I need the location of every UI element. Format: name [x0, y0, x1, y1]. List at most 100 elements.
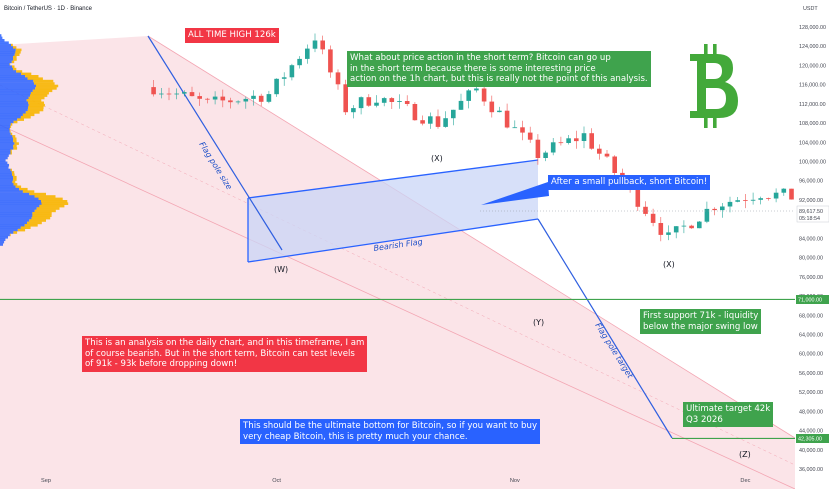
volume-bar-blue: [0, 34, 2, 37]
current-price-value: 89,617.50: [799, 209, 823, 215]
candle-body: [381, 98, 387, 103]
volume-bar-blue: [0, 192, 30, 196]
volume-bar-blue: [0, 41, 9, 44]
time-axis[interactable]: SepOctNovDec2026FebMarAprMay: [41, 478, 829, 484]
volume-bar-yellow: [20, 226, 31, 229]
candle-body: [643, 206, 648, 214]
ultimate-target-line-1: Ultimate target 42k: [686, 404, 771, 414]
volume-bar-yellow: [26, 99, 42, 102]
pullback-arrow: [481, 182, 549, 205]
candle-body: [543, 152, 548, 158]
price-axis[interactable]: 128,000.00 124,000.00 120,000.00 116,000.00…: [799, 25, 826, 473]
candle-body: [404, 101, 410, 104]
candle-body: [289, 65, 295, 78]
volume-bar-blue: [0, 77, 28, 80]
candle-body: [343, 84, 348, 113]
volume-bar-blue: [0, 212, 33, 215]
volume-bar-yellow: [41, 202, 69, 205]
volume-bar-blue: [0, 118, 18, 121]
y-tick-label: 44,000.00: [799, 429, 823, 435]
wave-label-x2: (X): [663, 260, 675, 269]
candle-body: [443, 118, 448, 127]
candle-body: [205, 98, 210, 100]
wave-label-y: (Y): [533, 318, 544, 327]
candle-body: [328, 49, 333, 73]
volume-bar-yellow: [28, 101, 44, 105]
volume-bar-blue: [0, 108, 28, 112]
volume-bar-blue: [0, 197, 39, 201]
candle-body: [497, 110, 502, 113]
target-price-value: 42,305.00: [798, 437, 822, 443]
pullback-label: After a small pullback, short Bitcoin!: [548, 175, 711, 190]
volume-bar-blue: [0, 63, 10, 66]
wave-label-w: (W): [274, 265, 288, 274]
volume-bar-yellow: [10, 168, 12, 172]
candle-body: [789, 188, 794, 200]
short-term-note-line-2: in the short term because there is some …: [350, 63, 596, 74]
candle-body: [673, 226, 679, 233]
volume-bar-yellow: [25, 75, 39, 78]
volume-bar-yellow: [29, 219, 46, 222]
volume-profile: [0, 34, 69, 246]
volume-bar-blue: [0, 65, 12, 68]
candle-body: [781, 188, 787, 193]
candle-body: [558, 142, 564, 144]
symbol-title: Bitcoin / TetherUS · 1D · Binance: [4, 6, 93, 12]
volume-bar-blue: [0, 214, 33, 217]
volume-bar-blue: [0, 84, 36, 88]
y-tick-label: 76,000.00: [799, 275, 823, 281]
flag-upper-line: [247, 159, 539, 199]
volume-bar-blue: [0, 202, 42, 205]
candle-body: [235, 101, 241, 103]
volume-bar-blue: [0, 72, 22, 76]
support-price-tag: 71,000.00: [796, 295, 829, 304]
candle-body: [581, 133, 587, 141]
daily-analysis-note: This is an analysis on the daily chart, …: [82, 336, 368, 372]
volume-bar-blue: [0, 70, 17, 73]
volume-bar-blue: [0, 151, 11, 155]
candle-body: [766, 198, 771, 199]
volume-bar-yellow: [11, 43, 13, 47]
volume-bar-yellow: [34, 195, 56, 198]
volume-bar-blue: [0, 43, 11, 47]
candle-body: [189, 92, 195, 97]
ath-label: ALL TIME HIGH 126k: [185, 28, 279, 43]
volume-bar-yellow: [13, 231, 18, 234]
volume-bar-yellow: [41, 200, 68, 203]
volume-bar-yellow: [12, 135, 16, 138]
volume-bar-blue: [0, 178, 14, 181]
volume-bar-blue: [0, 39, 5, 42]
volume-bar-blue: [0, 87, 36, 90]
volume-bar-yellow: [13, 147, 18, 150]
y-tick-label: 128,000.00: [799, 25, 826, 31]
volume-bar-blue: [0, 82, 34, 85]
first-support-label: First support 71k - liquidity below the …: [640, 309, 762, 334]
short-term-note: What about price action in the short ter…: [347, 51, 651, 87]
volume-bar-yellow: [17, 228, 26, 232]
volume-bar-yellow: [28, 96, 45, 100]
volume-bar-yellow: [21, 72, 32, 76]
volume-bar-blue: [0, 96, 29, 100]
volume-bar-blue: [0, 89, 33, 93]
volume-bar-yellow: [10, 151, 12, 155]
candle-body: [281, 77, 287, 79]
volume-bar-yellow: [19, 187, 28, 191]
volume-bar-yellow: [15, 185, 22, 189]
short-term-note-line-3: action on the 1h chart, but this is real…: [350, 74, 648, 84]
candle-body: [358, 97, 364, 109]
volume-bar-yellow: [14, 53, 20, 56]
volume-bar-yellow: [12, 173, 15, 177]
candle-body: [151, 87, 156, 95]
candle-body: [397, 101, 402, 102]
volume-bar-blue: [0, 120, 14, 124]
volume-bar-blue: [0, 60, 12, 64]
x-tick-label: Sep: [41, 478, 51, 484]
candle-body: [474, 88, 479, 91]
channel-lower-line: [0, 124, 795, 489]
volume-bar-yellow: [9, 130, 11, 133]
y-tick-label: 40,000.00: [799, 448, 823, 454]
y-tick-label: 48,000.00: [799, 409, 823, 415]
volume-bar-yellow: [29, 192, 46, 196]
volume-bar-blue: [0, 166, 9, 169]
